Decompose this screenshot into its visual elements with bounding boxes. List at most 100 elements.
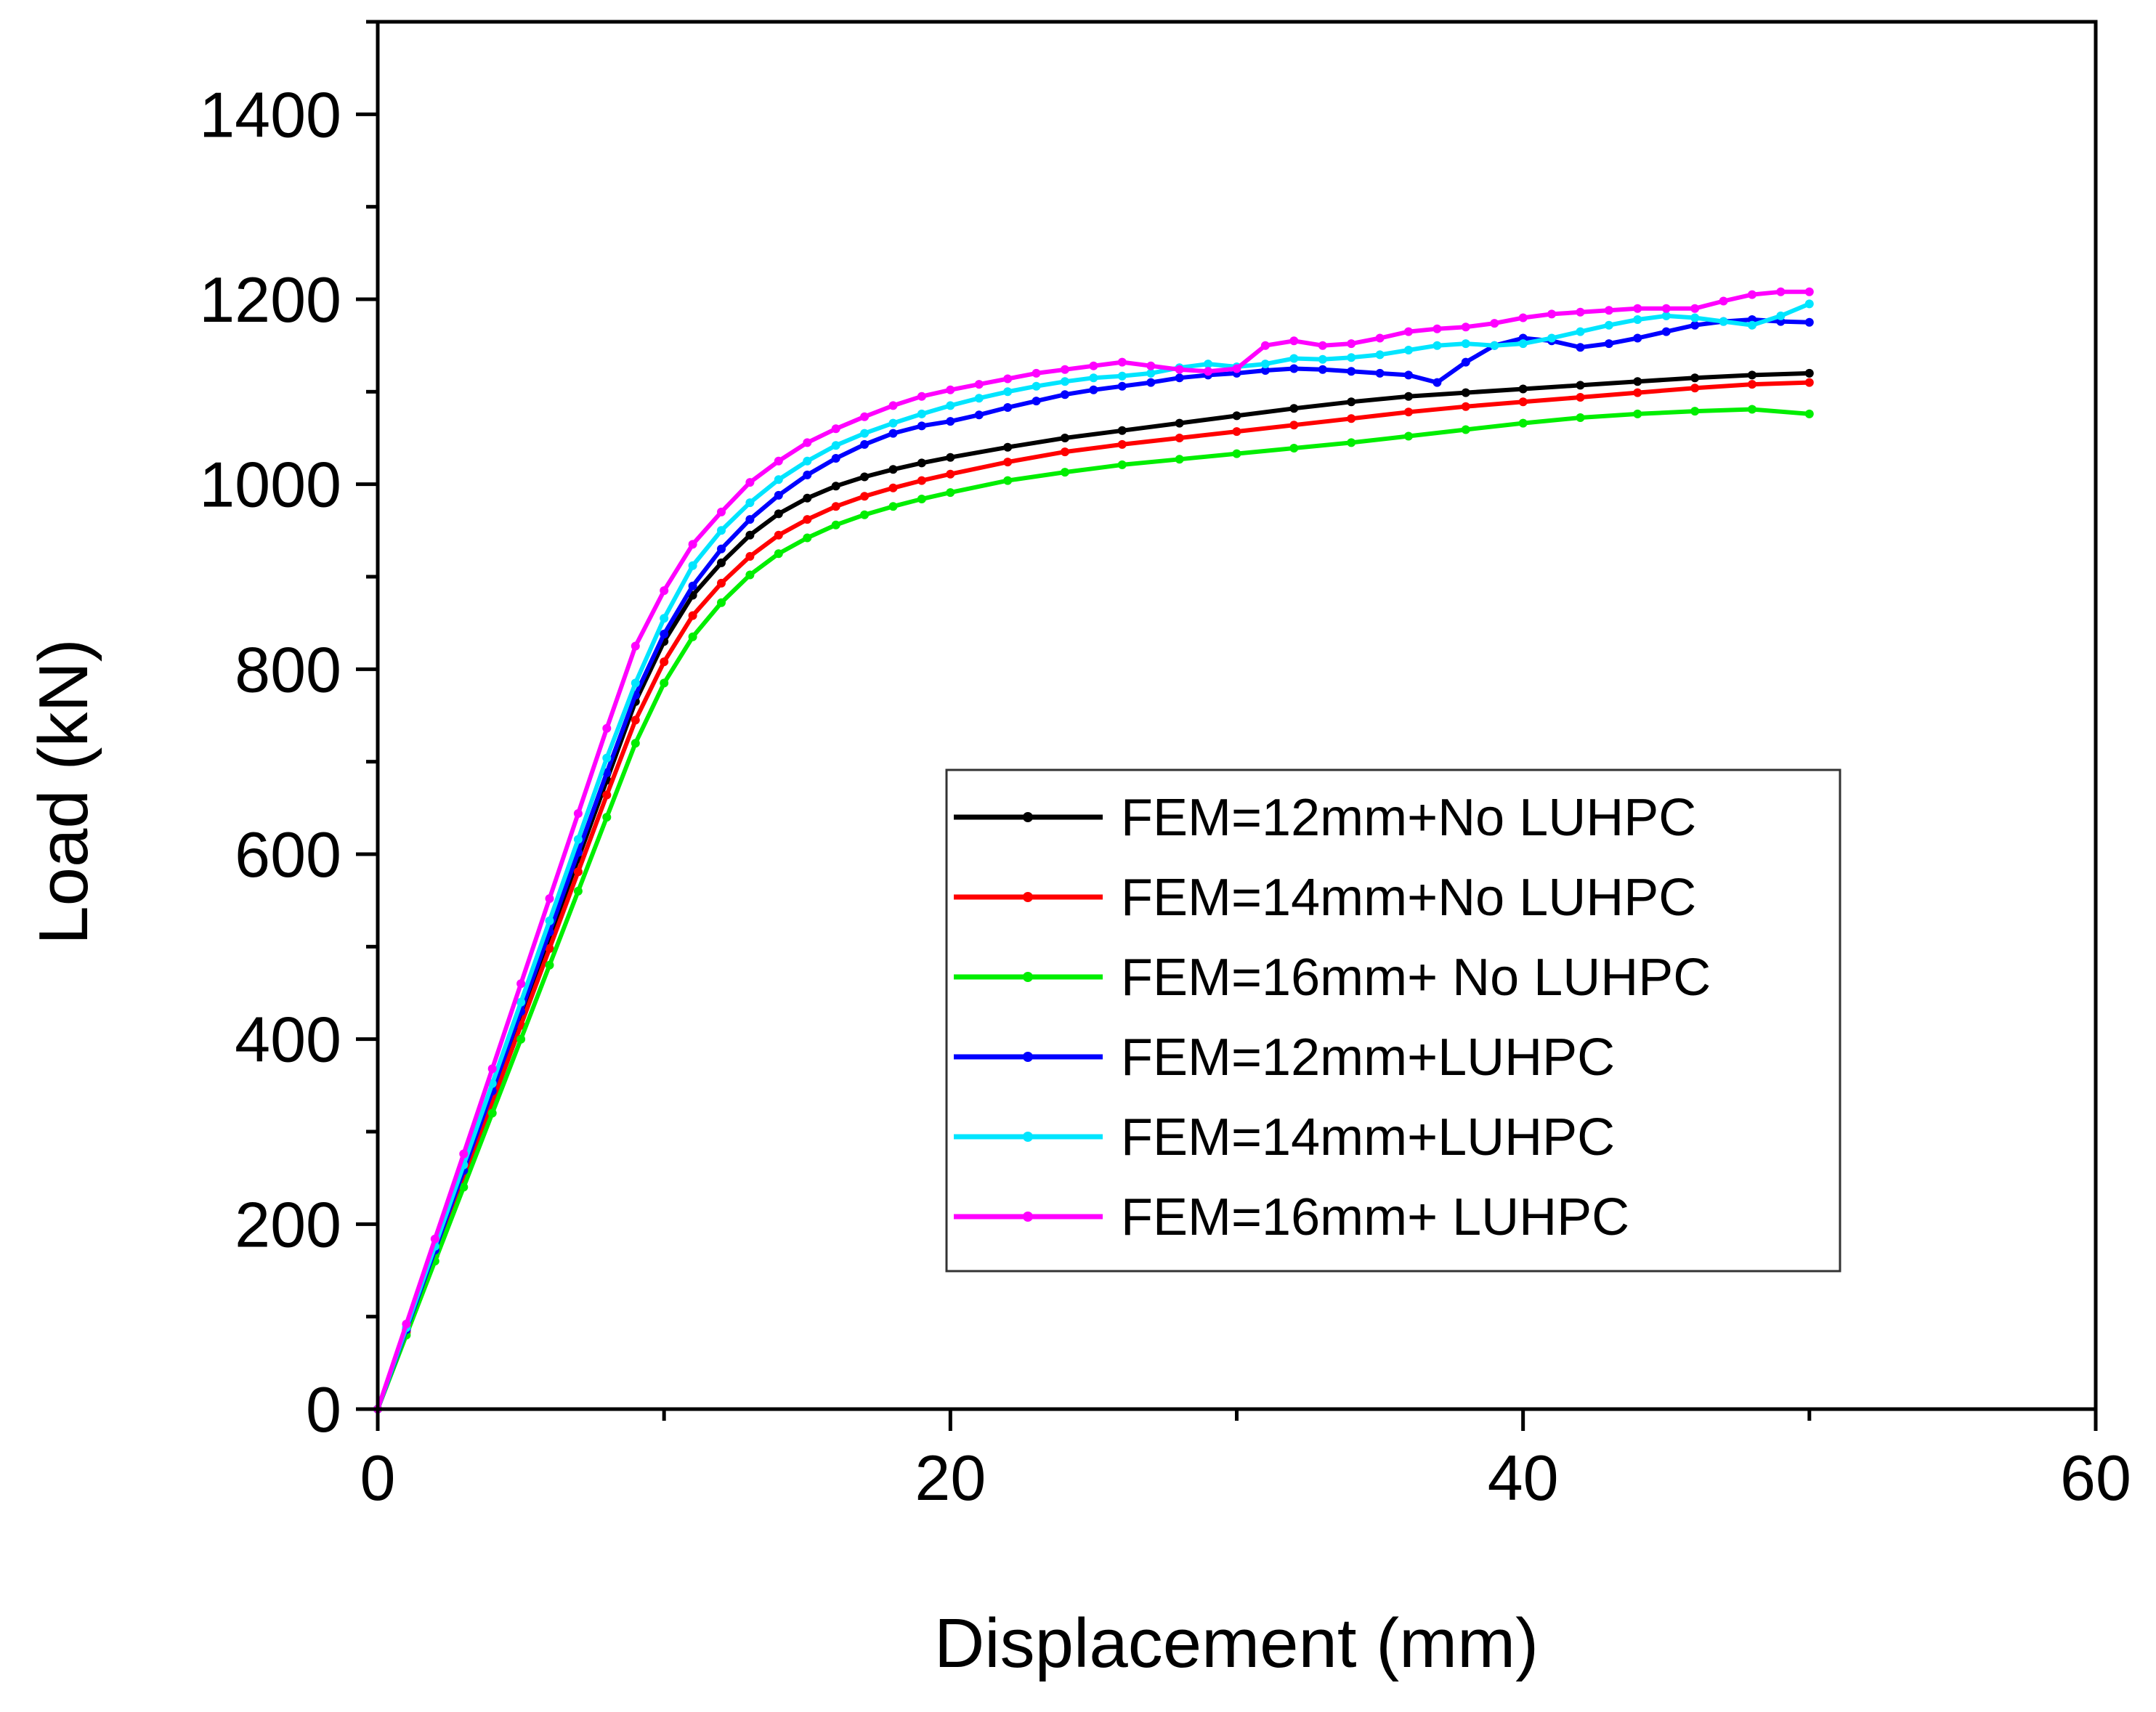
data-point [459,1149,469,1159]
x-tick-label: 20 [915,1442,986,1514]
data-point [1404,327,1413,336]
data-point [831,454,840,463]
data-point [774,456,783,466]
data-point [1003,476,1013,485]
data-point [831,520,840,530]
data-point [1748,380,1756,389]
x-tick-label: 0 [360,1442,396,1514]
data-point [1461,388,1470,397]
data-point [803,533,812,543]
data-point [1289,421,1299,430]
data-point [1661,311,1671,320]
data-point [888,483,898,492]
y-axis-title: Load (kN) [25,638,102,945]
data-point [1089,373,1098,383]
data-point [1748,405,1756,414]
data-point [831,502,840,511]
y-tick-label: 400 [235,1004,341,1076]
data-point [803,493,812,503]
data-point [1347,353,1356,362]
data-point [1003,458,1013,467]
data-point [1318,354,1327,364]
data-point [1061,447,1069,457]
data-point [1404,346,1413,354]
data-point [860,492,870,501]
data-point [1289,364,1299,373]
data-point [860,429,870,438]
data-point [1461,357,1470,367]
data-point [516,979,526,989]
data-point [1289,336,1299,346]
data-point [573,886,583,896]
x-tick-label: 60 [2060,1442,2131,1514]
data-point [774,530,783,540]
data-point [831,441,840,450]
data-point [1232,364,1241,373]
data-point [1347,414,1356,423]
data-point [660,629,669,638]
data-point [946,469,955,479]
data-point [602,753,612,763]
data-point [487,1108,497,1118]
data-point [1661,327,1671,336]
legend-marker [1023,1212,1033,1222]
data-point [688,581,697,591]
data-point [888,429,898,438]
data-point [946,417,955,426]
data-point [1690,407,1700,416]
legend-label: FEM=14mm+No LUHPC [1121,869,1696,927]
series-layer [373,287,1814,1413]
data-point [545,916,554,925]
data-point [1432,324,1442,333]
data-point [1461,322,1470,332]
data-point [545,944,554,953]
data-point [1719,296,1728,306]
data-point [1003,442,1013,452]
data-point [1347,339,1356,349]
data-point [1690,384,1700,393]
data-point [717,544,726,553]
y-tick-label: 1400 [199,78,341,150]
data-point [602,790,612,800]
data-point [1404,431,1413,441]
series-2 [373,378,1814,1413]
data-point [1518,313,1528,322]
data-point [1432,378,1442,387]
legend-item: FEM=12mm+No LUHPC [954,789,1696,847]
data-point [1204,367,1213,376]
data-point [745,498,755,508]
data-point [860,439,870,449]
data-point [1518,397,1528,407]
legend-marker [1023,1132,1033,1142]
data-point [803,456,812,466]
data-point [602,723,612,733]
data-point [1690,304,1700,313]
data-point [631,715,640,725]
data-point [1146,368,1156,378]
series-6 [373,287,1814,1413]
legend-label: FEM=16mm+ LUHPC [1121,1188,1629,1246]
data-point [1461,402,1470,411]
data-point [1576,343,1585,352]
series-5 [373,299,1814,1413]
data-point [1490,341,1499,350]
data-point [1032,397,1041,406]
data-point [1518,384,1528,394]
legend-marker [1023,892,1033,902]
data-point [1032,368,1041,378]
data-point [1061,377,1069,386]
data-point [1804,368,1814,378]
data-point [545,894,554,904]
data-point [1061,434,1069,442]
data-point [1232,427,1241,437]
legend-label: FEM=14mm+LUHPC [1121,1108,1615,1167]
legend-label: FEM=12mm+LUHPC [1121,1029,1615,1087]
data-point [717,558,726,567]
data-point [1318,365,1327,374]
data-point [1204,360,1213,369]
data-point [573,867,583,877]
data-point [1576,307,1585,317]
data-point [1117,426,1127,435]
